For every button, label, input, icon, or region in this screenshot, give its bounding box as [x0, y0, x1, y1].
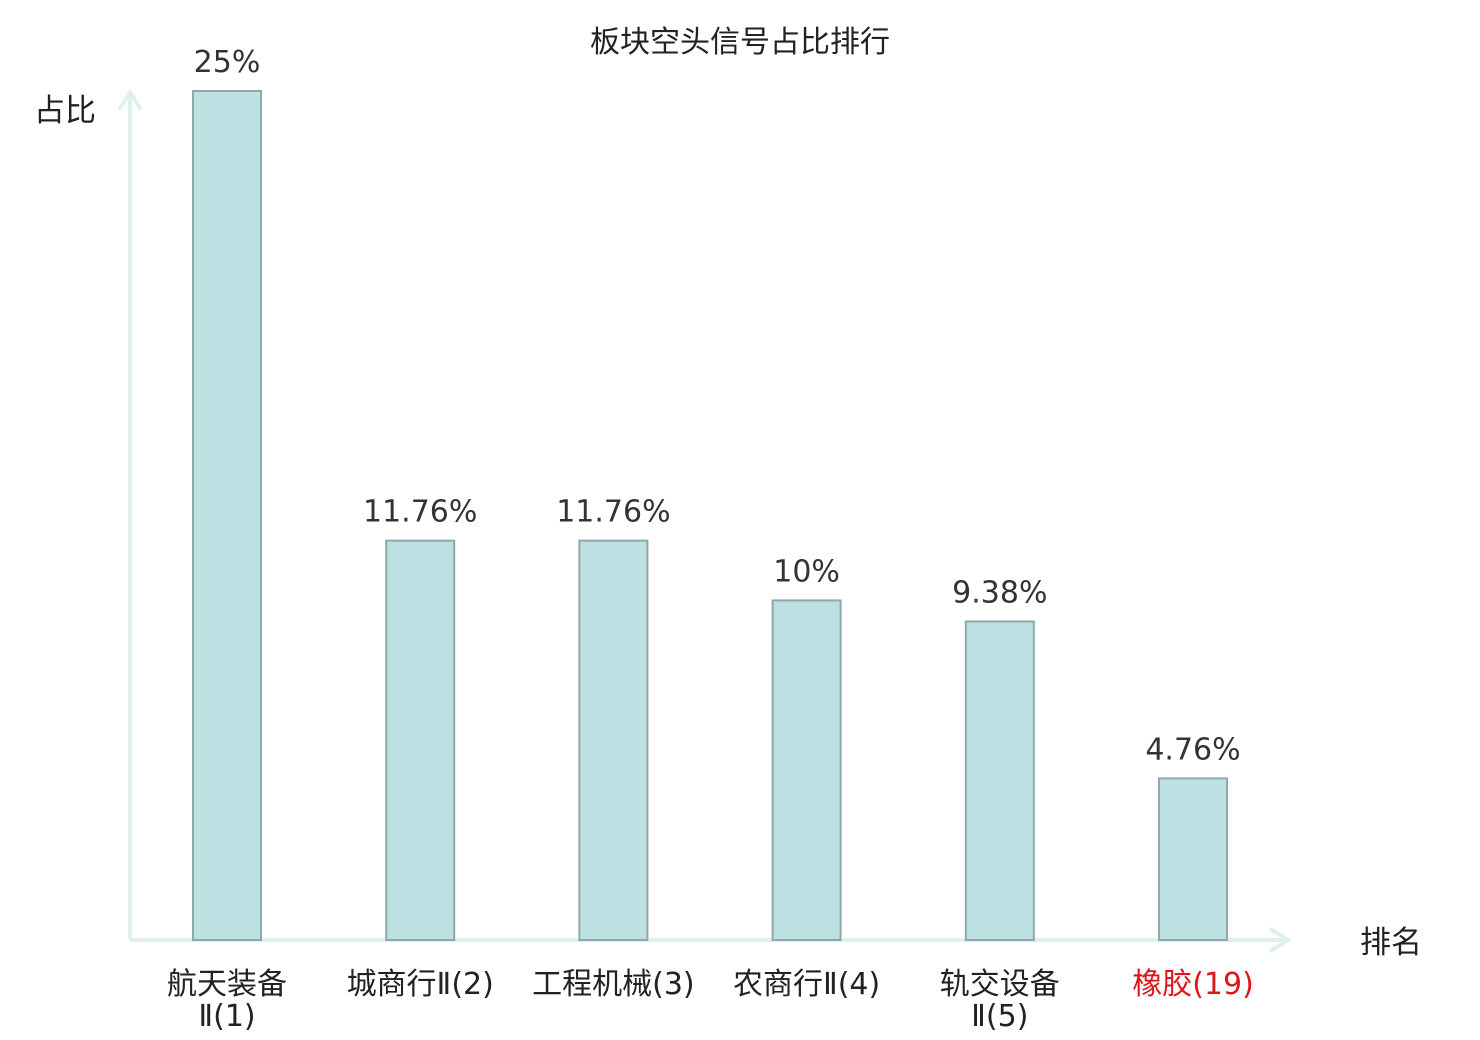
bar	[578, 539, 649, 941]
x-tick-label: Ⅱ(5)	[971, 999, 1028, 1034]
x-tick-label: Ⅱ(1)	[198, 999, 255, 1034]
data-label: 25%	[194, 45, 261, 80]
value-labels-group: 25% 11.76% 11.76% 10% 9.38% 4.76%	[194, 45, 1241, 767]
x-axis-label: 排名	[1360, 925, 1422, 961]
y-axis-label: 占比	[34, 93, 96, 129]
x-tick-label: 工程机械(3)	[532, 967, 695, 1002]
data-label: 11.76%	[556, 495, 670, 530]
x-tick-label: 橡胶(19)	[1132, 967, 1254, 1002]
x-tick-label: 城商行Ⅱ(2)	[347, 967, 494, 1002]
bar	[771, 599, 842, 942]
bar	[192, 90, 262, 941]
y-axis-arrow	[117, 88, 143, 112]
x-tick-label: 航天装备	[167, 967, 287, 1002]
bar	[1158, 777, 1228, 941]
x-tick-label: 农商行Ⅱ(4)	[733, 967, 880, 1002]
data-label: 10%	[773, 554, 840, 589]
bar	[964, 620, 1035, 941]
bars-group	[192, 90, 1228, 942]
x-tick-label: 轨交设备	[940, 967, 1060, 1002]
data-label: 11.76%	[363, 495, 477, 530]
chart-title: 板块空头信号占比排行	[590, 25, 890, 60]
x-axis-arrow	[1268, 927, 1292, 953]
data-label: 4.76%	[1145, 732, 1240, 767]
data-label: 9.38%	[952, 575, 1047, 610]
bar	[385, 539, 456, 941]
